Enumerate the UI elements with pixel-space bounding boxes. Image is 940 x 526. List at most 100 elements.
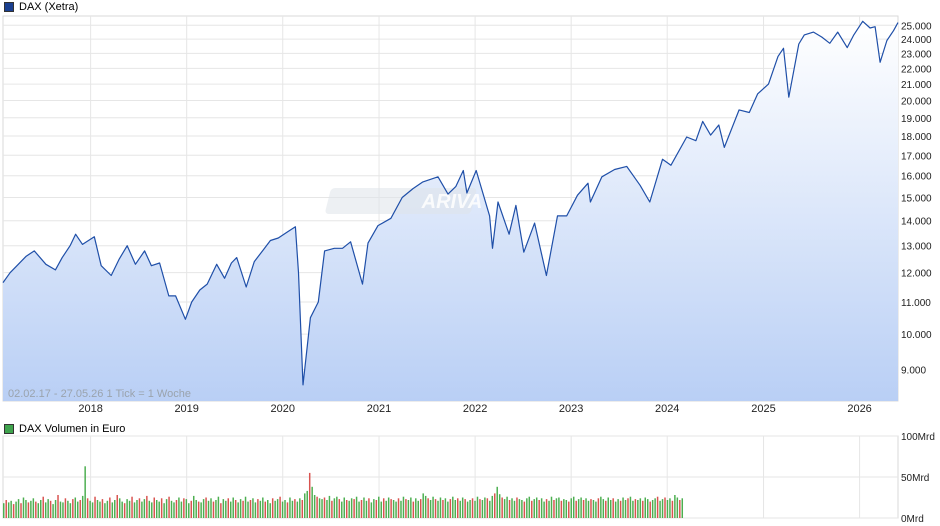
volume-bar xyxy=(494,493,496,518)
volume-bar xyxy=(491,495,494,518)
volume-bar xyxy=(654,498,656,518)
volume-bar xyxy=(533,499,535,518)
price-tick-label: 22.000 xyxy=(901,64,932,75)
volume-bar xyxy=(271,498,274,518)
volume-bar xyxy=(178,497,180,518)
volume-bar xyxy=(474,500,476,518)
volume-bar xyxy=(565,500,568,518)
volume-bar xyxy=(318,498,321,518)
volume-bar xyxy=(165,499,168,518)
volume-bar xyxy=(27,502,30,518)
volume-bar xyxy=(190,500,192,518)
volume-bar xyxy=(632,500,634,518)
volume-bar xyxy=(679,500,681,518)
volume-bar xyxy=(264,501,267,518)
volume-bar xyxy=(109,497,111,518)
volume-bar xyxy=(382,498,385,518)
volume-bar xyxy=(580,497,582,518)
volume-bar xyxy=(22,497,25,518)
volume-bar xyxy=(185,499,188,518)
volume-bar xyxy=(99,501,101,518)
volume-bar xyxy=(286,502,289,518)
volume-bar xyxy=(311,486,313,518)
volume-bar xyxy=(323,497,326,518)
volume-bar xyxy=(392,500,395,518)
volume-bar xyxy=(202,499,205,518)
volume-bar xyxy=(622,497,624,518)
volume-bar xyxy=(585,498,587,518)
chart-legend-price: DAX (Xetra) xyxy=(4,0,78,14)
volume-bar xyxy=(629,496,632,518)
volume-bar xyxy=(299,498,301,518)
volume-bar xyxy=(370,502,373,518)
volume-bar xyxy=(419,499,422,518)
volume-bar xyxy=(37,503,40,518)
volume-bar xyxy=(400,500,402,518)
volume-bar xyxy=(338,499,341,518)
volume-bar xyxy=(518,499,521,518)
volume-bar xyxy=(612,498,614,518)
volume-bar xyxy=(188,503,190,518)
volume-bar xyxy=(669,498,671,518)
volume-bar xyxy=(666,500,669,518)
volume-bar xyxy=(365,500,368,518)
volume-bar xyxy=(639,498,642,518)
volume-bar xyxy=(609,500,612,518)
volume-bar xyxy=(101,499,104,518)
volume-bar xyxy=(363,497,365,518)
volume-bar xyxy=(368,498,370,518)
volume-bar xyxy=(257,499,259,518)
volume-bar xyxy=(412,501,415,518)
volume-bar xyxy=(558,497,560,518)
volume-bar xyxy=(402,496,405,518)
volume-bar xyxy=(619,500,622,518)
volume-bar xyxy=(597,498,600,518)
volume-bar xyxy=(523,501,526,518)
volume-bar xyxy=(222,499,225,518)
volume-bar xyxy=(64,498,67,518)
volume-bar xyxy=(676,497,679,518)
volume-bar xyxy=(44,502,47,518)
volume-bar xyxy=(148,500,151,518)
volume-bar xyxy=(262,497,264,518)
volume-bar xyxy=(131,496,133,518)
volume-bar xyxy=(555,498,558,518)
x-tick-label: 2025 xyxy=(751,403,775,415)
volume-bar xyxy=(296,501,299,518)
volume-bar xyxy=(333,498,336,518)
volume-bar xyxy=(607,497,609,518)
volume-bar xyxy=(498,494,501,518)
x-tick-label: 2023 xyxy=(559,403,583,415)
volume-bar xyxy=(326,500,328,518)
volume-bar xyxy=(249,500,252,518)
volume-bar xyxy=(503,499,506,518)
volume-bar xyxy=(128,500,131,518)
volume-bar xyxy=(486,498,489,518)
volume-bar xyxy=(397,498,400,518)
volume-bar xyxy=(681,498,684,518)
volume-bar xyxy=(407,500,410,518)
price-tick-label: 16.000 xyxy=(901,172,932,183)
volume-bar xyxy=(79,500,81,518)
volume-bar xyxy=(563,499,565,518)
price-tick-label: 19.000 xyxy=(901,114,932,125)
volume-bar xyxy=(572,496,575,518)
volume-bar xyxy=(535,497,538,518)
price-series-line xyxy=(2,20,899,386)
volume-bar xyxy=(511,498,513,518)
x-tick-label: 2022 xyxy=(463,403,487,415)
volume-bar xyxy=(459,500,461,518)
volume-bar xyxy=(577,499,580,518)
volume-bar xyxy=(375,500,378,518)
volume-bar xyxy=(294,499,296,518)
volume-bar xyxy=(568,501,570,518)
volume-bar xyxy=(528,496,531,518)
volume-bar xyxy=(151,502,153,518)
volume-bar xyxy=(289,497,291,518)
volume-bar xyxy=(560,500,563,518)
price-tick-label: 23.000 xyxy=(901,49,932,60)
volume-bar xyxy=(575,500,577,518)
volume-bar xyxy=(360,500,363,518)
volume-bar xyxy=(67,500,69,518)
chart-legend-volume: DAX Volumen in Euro xyxy=(4,422,125,436)
